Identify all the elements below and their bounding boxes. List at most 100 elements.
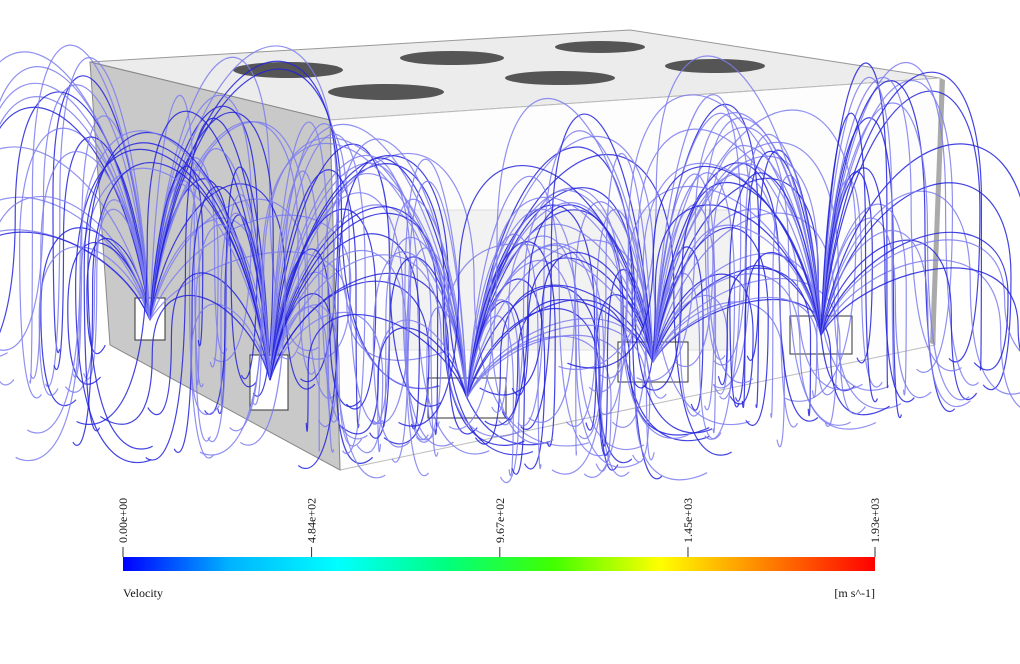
streamline [305,314,468,432]
streamline [269,133,366,455]
streamline [585,294,654,431]
streamline [75,148,271,464]
diffuser [555,41,645,53]
colorbar-gradient [123,557,875,571]
colorbar-tick-label: 4.84e+02 [305,498,319,543]
streamline [820,71,983,371]
streamline [269,306,340,423]
streamline [149,56,319,352]
streamline [269,143,441,407]
diffuser [328,84,444,100]
streamline [588,185,822,393]
streamline [466,300,525,475]
diffuser [665,59,765,73]
streamline [652,94,742,400]
streamline [149,94,204,388]
streamline [145,117,271,461]
streamline [717,265,822,386]
streamline [466,239,647,428]
streamline [820,90,981,363]
colorbar-tick-label: 1.93e+03 [868,498,882,543]
streamline [713,133,822,366]
streamline [707,144,822,384]
streamline [269,121,335,453]
streamline [484,204,654,427]
colorbar-tick-label: 9.67e+02 [493,498,507,543]
cfd-scene [0,29,1020,484]
streamline [149,105,259,380]
streamline [398,165,654,427]
streamline [269,154,412,425]
streamline [489,196,654,445]
streamline [820,167,915,403]
streamline [466,202,623,478]
diffuser [400,51,504,65]
streamline [321,172,468,440]
streamline [679,224,822,417]
streamline [466,241,556,447]
colorbar: Velocity [m s^-1] 0.00e+00 4.84e+02 9.67e+… [116,498,882,600]
streamline [600,94,822,416]
streamline [0,82,151,321]
streamline [269,271,339,428]
streamline [0,146,151,357]
streamline [369,198,468,425]
streamline [652,208,863,391]
streamline [652,173,716,411]
streamline [601,269,654,447]
streamline [466,335,612,472]
streamline [520,113,654,430]
streamline [217,214,271,415]
streamline [466,299,710,436]
streamline [729,172,822,408]
streamline [149,165,204,347]
streamline [0,196,151,321]
colorbar-tick-label: 0.00e+00 [116,498,130,543]
streamline [820,102,970,401]
streamline [652,204,717,434]
streamline [734,150,822,402]
streamline [820,267,1020,351]
streamline [652,299,890,416]
streamline [636,112,822,382]
streamline [0,195,151,386]
streamline [269,248,362,407]
streamline [466,334,708,481]
streamline [466,324,655,461]
streamline [67,242,151,385]
streamline [0,106,151,321]
streamline [633,204,822,389]
streamline [498,189,654,426]
streamline [820,203,907,396]
streamline [474,284,654,445]
streamline [194,224,271,442]
colorbar-tick-label: 1.45e+03 [681,498,695,543]
colorbar-title: Velocity [123,586,163,600]
streamline [72,162,271,446]
streamline [652,277,866,415]
streamline [29,151,151,380]
streamline [820,77,962,372]
streamline [466,135,750,426]
streamline [338,327,468,435]
streamline [269,170,320,452]
streamline [229,142,468,432]
streamline [297,157,468,469]
streamline [269,250,435,441]
streamline [404,158,468,477]
streamline [269,312,384,454]
streamline [558,55,822,370]
streamline [820,182,1012,391]
streamline [466,187,689,439]
streamline [29,44,151,384]
streamline [220,212,271,412]
streamline [820,239,978,401]
streamline [820,80,954,373]
streamline [26,130,271,434]
streamline [652,112,752,389]
streamline [674,163,822,368]
streamline [652,126,851,426]
streamline [0,91,151,334]
